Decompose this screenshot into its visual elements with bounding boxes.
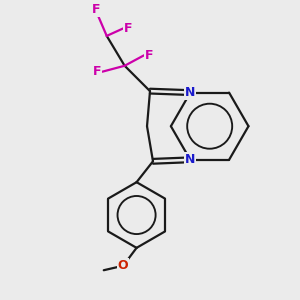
Text: F: F <box>92 2 100 16</box>
Text: F: F <box>124 22 133 35</box>
Text: F: F <box>93 65 101 78</box>
Text: N: N <box>185 86 196 99</box>
Text: O: O <box>118 259 128 272</box>
Text: N: N <box>185 153 196 166</box>
Text: F: F <box>145 49 154 62</box>
